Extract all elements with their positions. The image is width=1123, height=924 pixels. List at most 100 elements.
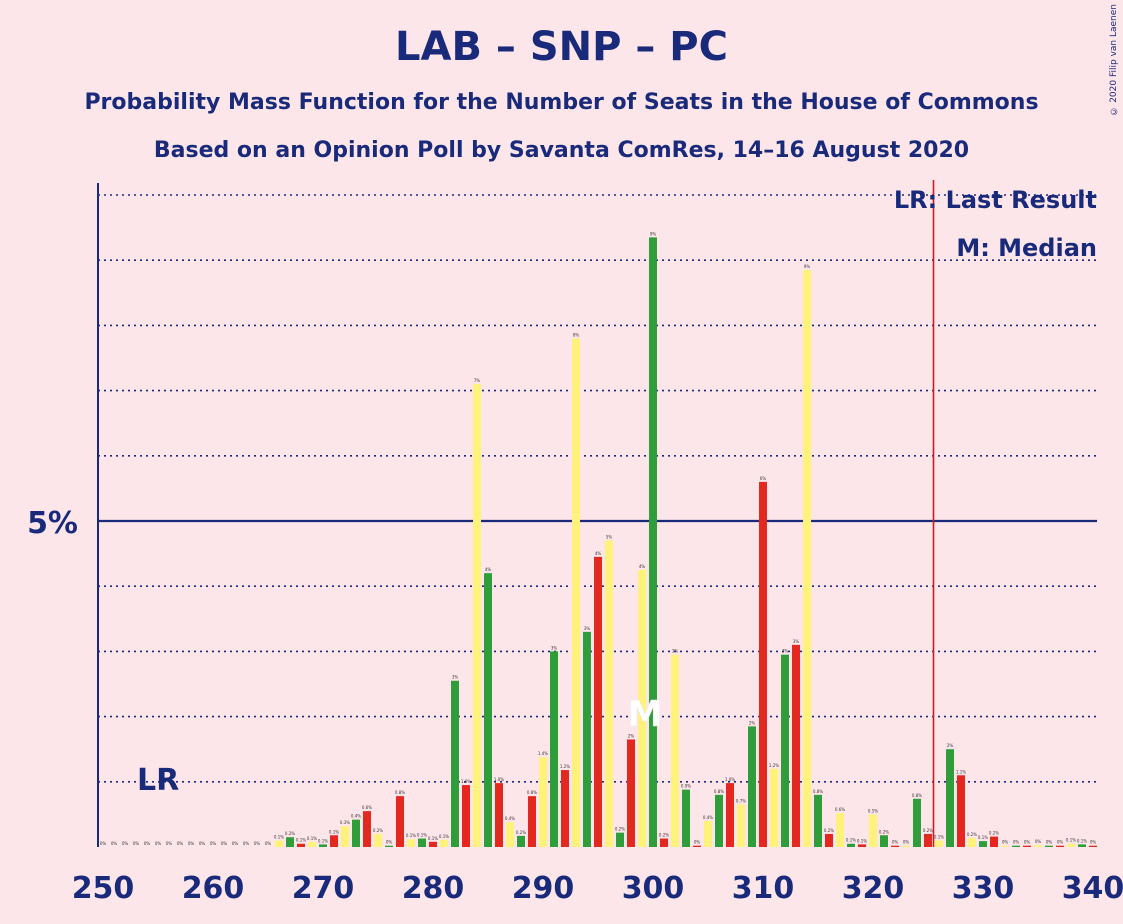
bar-289 xyxy=(528,796,536,847)
bar-266 xyxy=(275,840,283,847)
bar-269 xyxy=(308,841,316,847)
x-tick-340: 340 xyxy=(1062,871,1123,906)
bar-label-270: 0.1% xyxy=(318,838,328,843)
bar-336 xyxy=(1045,845,1053,847)
bar-label-307: 1.0% xyxy=(725,777,735,782)
bar-292 xyxy=(561,770,569,847)
bar-label-318: 0.1% xyxy=(846,838,856,843)
bar-label-273: 0.4% xyxy=(351,814,361,819)
bar-309 xyxy=(748,726,756,847)
bar-313 xyxy=(792,644,800,847)
bar-label-300: 9% xyxy=(650,231,657,236)
bar-305 xyxy=(704,820,712,847)
bar-281 xyxy=(440,839,448,847)
bar-label-299: 4% xyxy=(639,564,646,569)
bar-label-288: 0.2% xyxy=(516,830,526,835)
bar-311 xyxy=(770,768,778,847)
y-tick-5: 5% xyxy=(27,506,78,541)
bar-label-331: 0.2% xyxy=(989,831,999,836)
bar-320 xyxy=(869,814,877,847)
bar-270 xyxy=(319,844,327,847)
bar-label-290: 1.4% xyxy=(538,751,548,756)
bar-label-334: 0% xyxy=(1024,840,1031,845)
bar-301 xyxy=(660,838,668,847)
bar-340 xyxy=(1089,845,1097,847)
bar-label-314: 9% xyxy=(804,264,811,269)
bar-302 xyxy=(671,654,679,847)
bar-315 xyxy=(814,794,822,847)
bar-label-301: 0.2% xyxy=(659,833,669,838)
x-tick-300: 300 xyxy=(622,871,685,906)
bar-label-306: 0.8% xyxy=(714,789,724,794)
bar-303 xyxy=(682,789,690,847)
bar-300 xyxy=(649,237,657,847)
bar-322 xyxy=(891,845,899,847)
bar-label-332: 0% xyxy=(1002,840,1009,845)
bar-334 xyxy=(1023,845,1031,847)
bar-295 xyxy=(594,556,602,847)
bar-331 xyxy=(990,836,998,847)
bar-278 xyxy=(407,839,415,847)
bar-label-289: 0.8% xyxy=(527,790,537,795)
bar-label-317: 0.6% xyxy=(835,807,845,812)
bar-label-286: 1.0% xyxy=(494,777,504,782)
bar-label-297: 0.2% xyxy=(615,827,625,832)
bar-label-298: 2% xyxy=(628,733,635,738)
bar-339 xyxy=(1078,844,1086,847)
bar-label-321: 0.2% xyxy=(879,829,889,834)
bar-label-259: 0% xyxy=(199,841,206,846)
bar-287 xyxy=(506,822,514,847)
bar-label-262: 0% xyxy=(232,841,239,846)
bar-label-339: 0.1% xyxy=(1077,838,1087,843)
bar-318 xyxy=(847,843,855,847)
bar-label-276: 0% xyxy=(386,840,393,845)
bar-label-257: 0% xyxy=(177,841,184,846)
bar-label-336: 0% xyxy=(1046,840,1053,845)
bar-label-264: 0% xyxy=(254,841,261,846)
bar-label-263: 0% xyxy=(243,841,250,846)
bars xyxy=(275,237,1097,848)
bar-label-310: 6% xyxy=(760,476,767,481)
chart-subtitle-1: Probability Mass Function for the Number… xyxy=(84,90,1039,115)
median-marker: M xyxy=(627,694,663,735)
bar-335 xyxy=(1034,845,1042,847)
bar-296 xyxy=(605,540,613,847)
legend-median: M: Median xyxy=(956,234,1097,262)
bar-label-260: 0% xyxy=(210,841,217,846)
bar-277 xyxy=(396,796,404,847)
x-tick-270: 270 xyxy=(292,871,355,906)
bar-label-309: 2% xyxy=(749,720,756,725)
bar-label-323: 0% xyxy=(903,840,910,845)
bar-299 xyxy=(638,569,646,847)
bar-304 xyxy=(693,845,701,847)
x-tick-320: 320 xyxy=(842,871,905,906)
bar-label-305: 0.4% xyxy=(703,815,713,820)
bar-label-325: 0.2% xyxy=(923,828,933,833)
bar-283 xyxy=(462,785,470,847)
bar-label-292: 1.2% xyxy=(560,764,570,769)
bar-label-322: 0% xyxy=(892,840,899,845)
bar-label-337: 0% xyxy=(1057,840,1064,845)
chart-title: LAB – SNP – PC xyxy=(395,24,728,70)
bar-276 xyxy=(385,845,393,847)
bar-323 xyxy=(902,845,910,847)
bar-327 xyxy=(946,749,954,847)
bar-316 xyxy=(825,833,833,847)
bar-labels: 0% 0% 0% 0% 0% 0% 0% 0% 0% 0% 0% 0% 0% 0% 0% 0%0.1%0.2%… xyxy=(100,231,1097,846)
lr-marker: LR xyxy=(137,763,179,798)
bar-label-324: 0.8% xyxy=(912,793,922,798)
bar-279 xyxy=(418,838,426,847)
bar-label-285: 4% xyxy=(485,567,492,572)
bar-326 xyxy=(935,840,943,847)
bar-label-338: 0.1% xyxy=(1066,838,1076,843)
bar-label-251: 0% xyxy=(111,841,118,846)
bar-298 xyxy=(627,739,635,847)
bar-label-275: 0.2% xyxy=(373,828,383,833)
bar-328 xyxy=(957,775,965,847)
bar-284 xyxy=(473,384,481,847)
bar-321 xyxy=(880,835,888,847)
bar-324 xyxy=(913,798,921,847)
bar-310 xyxy=(759,481,767,847)
bar-319 xyxy=(858,844,866,847)
bar-label-320: 0.5% xyxy=(868,808,878,813)
